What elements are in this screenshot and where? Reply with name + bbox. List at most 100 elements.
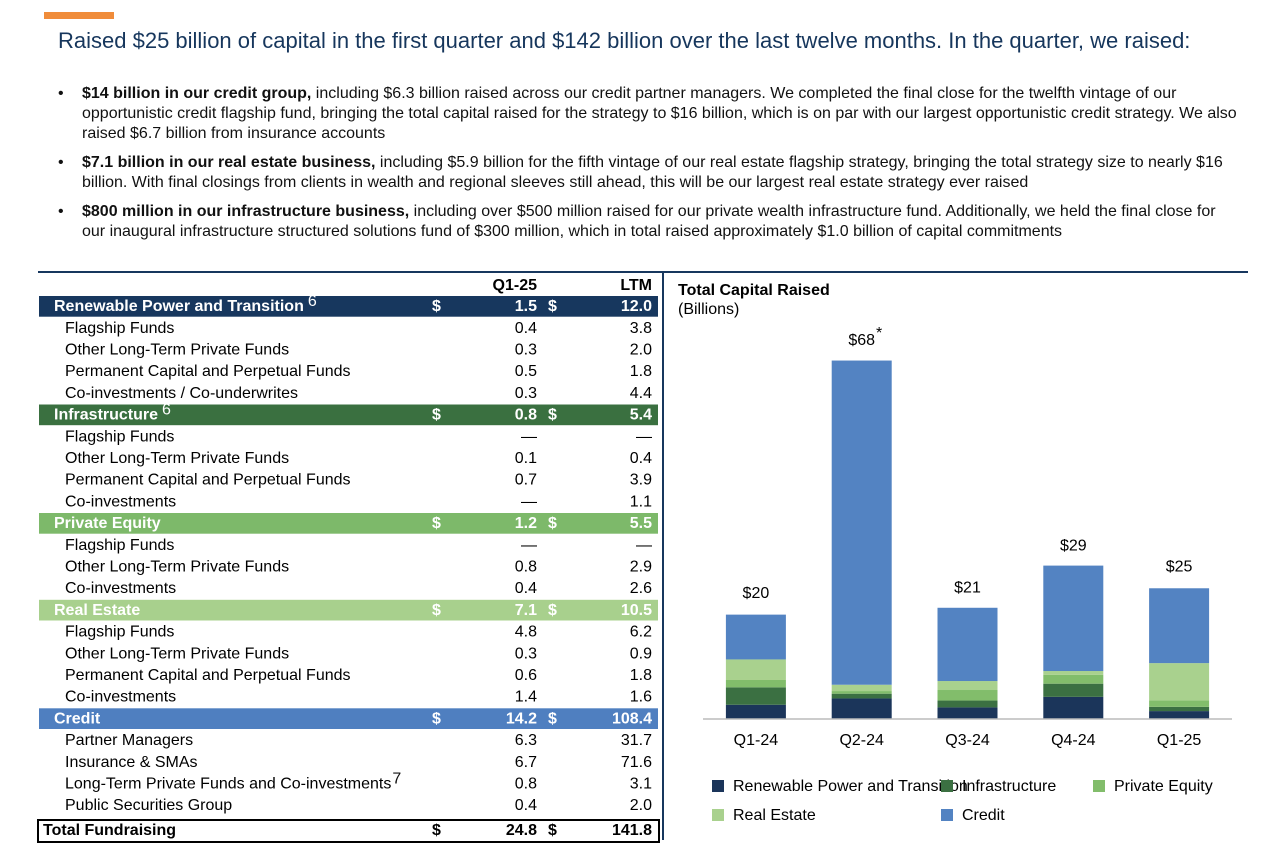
currency: $ xyxy=(432,298,441,315)
x-tick-label: Q4-24 xyxy=(1051,732,1096,749)
legend-label: Infrastructure xyxy=(962,778,1056,795)
row-q1: 0.8 xyxy=(515,558,537,575)
bullet: $800 million in our infrastructure busin… xyxy=(58,202,1238,242)
section-ltm: 5.5 xyxy=(630,515,652,532)
row-ltm: — xyxy=(636,537,652,554)
row-ltm: 2.9 xyxy=(630,558,652,575)
bar-segment xyxy=(1149,700,1210,707)
legend-swatch xyxy=(941,809,953,821)
x-tick-label: Q3-24 xyxy=(945,732,990,749)
row-q1: 6.3 xyxy=(515,732,537,749)
row-ltm: 0.9 xyxy=(630,645,652,662)
row-ltm: 1.6 xyxy=(630,689,652,706)
row-label: Co-investments xyxy=(65,493,176,510)
bar-segment xyxy=(1149,588,1210,664)
row-ltm: 6.2 xyxy=(630,624,652,641)
currency: $ xyxy=(432,602,441,619)
total-q1: 24.8 xyxy=(506,822,537,839)
row-label: Other Long-Term Private Funds xyxy=(65,645,289,662)
section-header-bg xyxy=(39,513,658,534)
bar-segment xyxy=(1043,671,1104,675)
currency: $ xyxy=(432,822,441,839)
total-ltm: 141.8 xyxy=(612,822,652,839)
row-label: Other Long-Term Private Funds xyxy=(65,341,289,358)
row-ltm: — xyxy=(636,428,652,445)
bar-segment xyxy=(1149,711,1210,719)
section-name: Real Estate xyxy=(54,602,140,619)
bar-segment xyxy=(937,707,998,719)
total-label: $25 xyxy=(1166,558,1193,575)
row-q1: — xyxy=(521,537,537,554)
section-header-bg xyxy=(39,599,658,621)
legend-swatch xyxy=(1093,780,1105,792)
bullet-lead: $14 billion in our credit group, xyxy=(82,85,312,102)
row-q1: — xyxy=(521,493,537,510)
section-header-bg xyxy=(39,404,658,426)
bar-segment xyxy=(725,659,786,680)
bullet: $7.1 billion in our real estate business… xyxy=(58,153,1238,193)
bar-segment xyxy=(937,700,998,708)
bar-segment xyxy=(831,360,892,685)
row-label: Other Long-Term Private Funds xyxy=(65,450,289,467)
legend-swatch xyxy=(712,809,724,821)
row-q1: 1.4 xyxy=(515,689,537,706)
row-label: Flagship Funds xyxy=(65,428,174,445)
row-label: Co-investments xyxy=(65,580,176,597)
currency: $ xyxy=(432,710,441,727)
bar-segment xyxy=(937,690,998,701)
row-ltm: 4.4 xyxy=(630,385,652,402)
section-q1: 0.8 xyxy=(515,407,537,424)
section-ltm: 5.4 xyxy=(630,407,652,424)
section-q1: 1.5 xyxy=(515,298,537,315)
bar-segment xyxy=(831,691,892,694)
bar-segment xyxy=(1149,706,1210,712)
total-label: $68 xyxy=(848,332,875,349)
row-label: Permanent Capital and Perpetual Funds xyxy=(65,472,351,489)
bullet-text: including $6.3 billion raised across our… xyxy=(82,85,1237,142)
bar-segment xyxy=(1043,683,1104,697)
bar-segment xyxy=(1149,663,1210,701)
row-q1: — xyxy=(521,428,537,445)
bar-segment xyxy=(725,687,786,705)
footnote: 6 xyxy=(308,293,317,310)
total-label: $20 xyxy=(743,585,770,602)
bar-segment xyxy=(831,684,892,692)
row-label: Permanent Capital and Perpetual Funds xyxy=(65,667,351,684)
legend-label: Private Equity xyxy=(1114,778,1213,795)
row-label: Insurance & SMAs xyxy=(65,754,198,771)
row-q1: 0.4 xyxy=(515,580,537,597)
bar-segment xyxy=(937,607,998,682)
section-q1: 1.2 xyxy=(515,515,537,532)
bar-segment xyxy=(831,693,892,699)
footnote: 7 xyxy=(392,770,401,787)
row-q1: 0.6 xyxy=(515,667,537,684)
column-header: LTM xyxy=(620,277,652,294)
bullet-lead: $7.1 billion in our real estate business… xyxy=(82,154,376,171)
bullet-lead: $800 million in our infrastructure busin… xyxy=(82,203,410,220)
total-label: $21 xyxy=(954,580,981,597)
chart-title: Total Capital Raised xyxy=(678,282,830,299)
bar-segment xyxy=(831,698,892,719)
row-label: Partner Managers xyxy=(65,732,193,749)
currency: $ xyxy=(548,515,557,532)
section-header-bg xyxy=(39,708,658,729)
row-q1: 0.3 xyxy=(515,645,537,662)
row-label: Co-investments xyxy=(65,689,176,706)
section-ltm: 10.5 xyxy=(621,602,652,619)
currency: $ xyxy=(432,515,441,532)
x-tick-label: Q1-24 xyxy=(734,732,779,749)
bullet-list: $14 billion in our credit group, includi… xyxy=(58,84,1238,251)
row-q1: 0.5 xyxy=(515,363,537,380)
legend-swatch xyxy=(712,780,724,792)
row-label: Long-Term Private Funds and Co-investmen… xyxy=(65,775,391,792)
row-label: Co-investments / Co-underwrites xyxy=(65,385,298,402)
page-title: Raised $25 billion of capital in the fir… xyxy=(58,28,1191,53)
bar-segment xyxy=(725,679,786,688)
chart-subtitle: (Billions) xyxy=(678,301,739,318)
row-q1: 0.8 xyxy=(515,775,537,792)
bar-segment xyxy=(1043,696,1104,719)
row-ltm: 2.0 xyxy=(630,797,652,814)
section-name: Credit xyxy=(54,710,101,727)
